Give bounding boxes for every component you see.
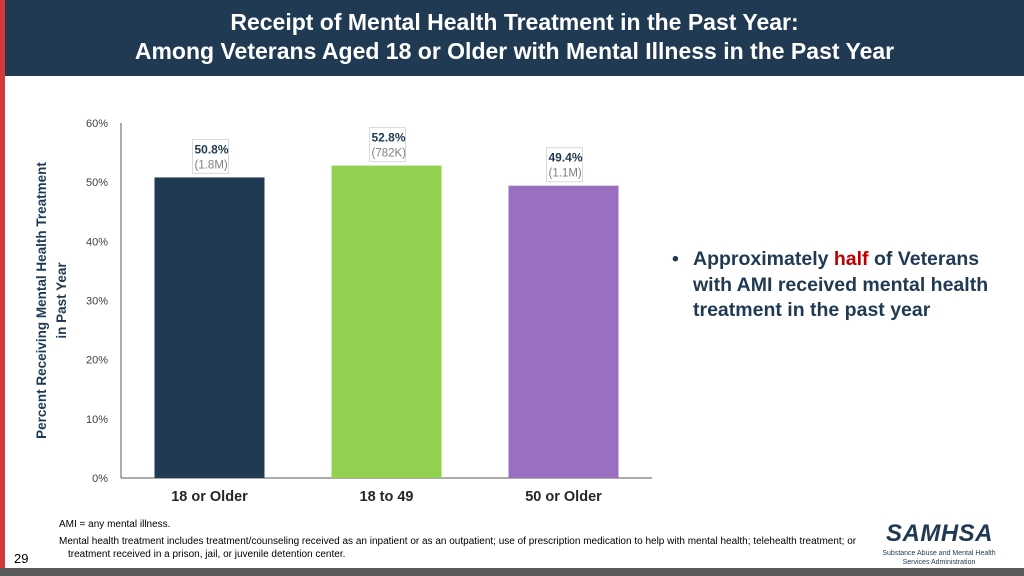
title-banner [5,0,1024,76]
y-tick-label: 60% [86,118,108,130]
logo-wordmark: SAMHSA [886,520,994,547]
data-label-box [369,127,406,163]
data-label-count: (1.1M) [549,168,582,180]
bar-chart: 0% 10% 20% 30% 40% 50% 60% Percent Receiving Me… [34,118,652,505]
data-label-count: (1.8M) [195,159,228,171]
bullet-highlight: half [833,248,869,270]
footnote-ami: AMI = any mental illness. [59,519,171,530]
samhsa-logo: SAMHSA Substance Abuse and Mental Health… [880,520,998,570]
y-axis-title-line2: in Past Year [54,262,69,339]
bottom-bar [0,568,1024,576]
footnote-definition: Mental health treatment includes treatme… [59,536,857,560]
data-label-value: 52.8% [372,131,406,145]
y-axis-title-line1: Percent Receiving Mental Health Treatmen… [34,162,49,439]
data-label-count: (782K) [372,148,407,160]
y-tick-label: 10% [86,414,108,426]
page-number: 29 [14,551,29,566]
data-label-box [192,138,229,174]
bullet-text-post: of Veterans with AMI received mental hea… [693,248,989,321]
data-label-box [546,147,583,183]
slide-title-line2: Among Veterans Aged 18 or Older with Men… [134,38,895,64]
y-tick-label: 0% [92,473,108,485]
x-category-label: 18 to 49 [360,489,414,505]
y-tick-label: 50% [86,177,108,189]
bar [154,177,265,478]
bullet-text: Approximately half of Veterans with AMI … [693,247,998,324]
left-accent-bar [0,0,5,576]
data-label-value: 49.4% [549,151,583,165]
bar [331,165,442,478]
data-label-value: 50.8% [195,142,229,156]
x-category-label: 18 or Older [171,489,248,505]
y-tick-label: 30% [86,296,108,308]
slide-title-line1: Receipt of Mental Health Treatment in th… [230,9,799,35]
bullet-dot: • [672,248,679,270]
bullet-text-pre: Approximately [693,248,834,270]
y-tick-label: 20% [86,355,108,367]
logo-subtitle: Substance Abuse and Mental Health Servic… [882,550,996,566]
bar [508,185,619,478]
y-tick-label: 40% [86,236,108,248]
x-category-label: 50 or Older [525,489,602,505]
